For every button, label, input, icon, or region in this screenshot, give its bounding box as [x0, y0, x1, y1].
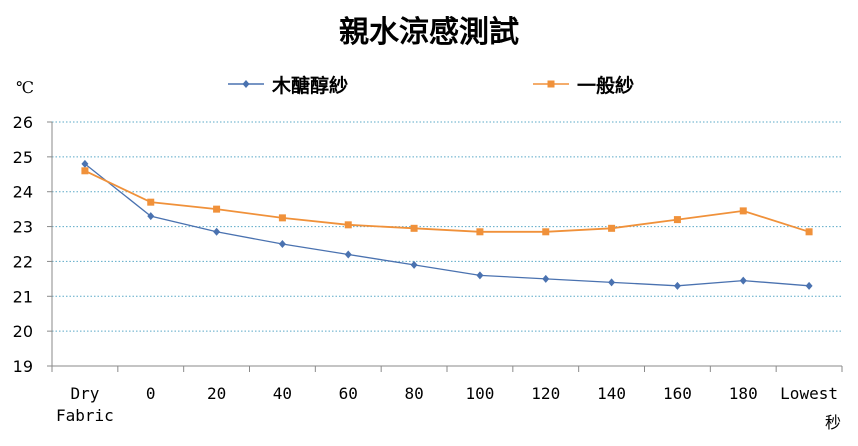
data-point-square — [476, 228, 484, 236]
x-tick-label: Lowest — [780, 384, 838, 403]
data-point-diamond — [213, 227, 221, 236]
series-line — [84, 169, 810, 233]
series-1 — [81, 159, 813, 290]
data-point-square — [673, 216, 681, 224]
data-point-diamond — [608, 278, 616, 287]
y-tick-label: 26 — [13, 113, 33, 132]
data-point-diamond — [410, 260, 418, 269]
x-tick-label: 20 — [207, 384, 226, 403]
series-line — [84, 163, 810, 287]
data-point-square — [278, 214, 286, 222]
x-tick-label: 60 — [339, 384, 358, 403]
x-tick-label: 160 — [663, 384, 692, 403]
x-tick-label: 0 — [146, 384, 156, 403]
y-tick-label: 21 — [13, 287, 33, 306]
data-point-square — [410, 224, 418, 232]
x-tick-label: 140 — [597, 384, 626, 403]
series-2 — [81, 167, 813, 236]
data-point-square — [739, 207, 747, 215]
x-tick-label: 100 — [465, 384, 494, 403]
legend-item: 木醣醇紗 — [228, 74, 348, 97]
legend-label: 一般紗 — [577, 74, 634, 97]
y-tick-label: 20 — [13, 322, 33, 341]
data-point-diamond — [739, 276, 747, 285]
chart-title: 親水涼感測試 — [339, 15, 519, 50]
data-point-diamond — [476, 271, 484, 280]
legend-item: 一般紗 — [533, 74, 634, 97]
x-axis-unit-label: 秒 — [825, 413, 841, 432]
data-point-diamond — [278, 240, 286, 248]
data-point-square — [81, 167, 89, 175]
data-point-diamond — [344, 250, 352, 259]
data-point-square — [147, 198, 155, 206]
data-point-diamond — [81, 159, 89, 168]
gridlines — [52, 121, 842, 332]
data-point-diamond — [805, 281, 813, 290]
data-point-square — [608, 224, 616, 232]
y-tick-label: 25 — [13, 148, 33, 167]
data-point-diamond — [542, 274, 550, 283]
data-point-diamond — [673, 281, 681, 290]
x-tick-label: 80 — [404, 384, 423, 403]
data-point-diamond — [147, 212, 155, 221]
y-tick-label: 19 — [13, 357, 33, 376]
x-tick-label: 40 — [273, 384, 292, 403]
y-axis-unit-label: ℃ — [16, 78, 34, 97]
data-point-square — [213, 205, 221, 213]
x-tick-labels: Dry Fabric 0 20 40 60 80 100 120 140 160 180 Lowest — [56, 384, 838, 425]
legend: 木醣醇紗 一般紗 — [228, 74, 634, 97]
data-point-square — [805, 228, 813, 236]
legend-label: 木醣醇紗 — [271, 74, 348, 97]
data-point-square — [542, 228, 550, 236]
x-tick-label: Dry Fabric — [56, 384, 114, 425]
legend-marker-square — [547, 80, 555, 88]
data-point-square — [344, 221, 352, 229]
series-group — [81, 159, 813, 290]
y-tick-label: 23 — [13, 218, 33, 237]
y-tick-label: 22 — [13, 252, 33, 271]
y-tick-labels: 19 20 21 22 23 24 25 26 — [13, 113, 33, 376]
x-tick-label: 180 — [729, 384, 758, 403]
axes — [47, 121, 843, 372]
y-tick-label: 24 — [13, 183, 33, 202]
legend-marker-diamond — [242, 80, 250, 88]
x-tick-label: 120 — [531, 384, 560, 403]
